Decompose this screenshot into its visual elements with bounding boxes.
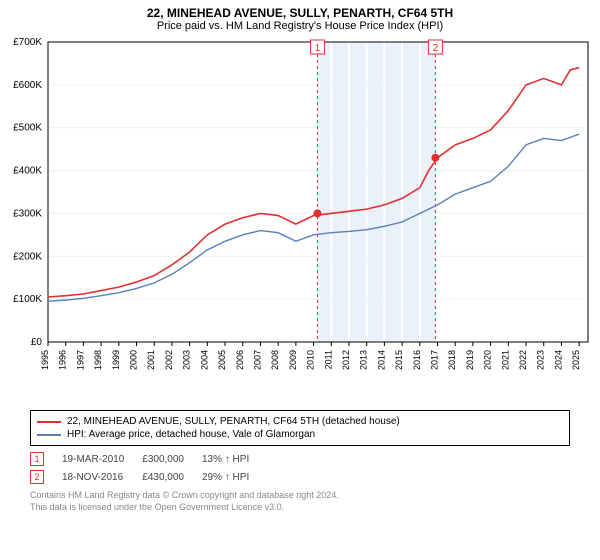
- marker-delta: 29% ↑ HPI: [202, 468, 267, 486]
- svg-text:2: 2: [433, 43, 439, 54]
- svg-text:2022: 2022: [518, 350, 528, 370]
- legend-label: 22, MINEHEAD AVENUE, SULLY, PENARTH, CF6…: [67, 416, 400, 427]
- price-chart: £0 £100K £200K £300K £400K £500K £600K £700K 199…: [0, 36, 600, 406]
- svg-text:1995: 1995: [40, 350, 50, 370]
- svg-text:2006: 2006: [235, 350, 245, 370]
- svg-text:2021: 2021: [500, 350, 510, 370]
- legend-row: HPI: Average price, detached house, Vale…: [37, 428, 563, 441]
- svg-text:£0: £0: [31, 337, 43, 348]
- svg-text:2012: 2012: [341, 350, 351, 370]
- footer-text: Contains HM Land Registry data © Crown c…: [30, 490, 570, 513]
- legend: 22, MINEHEAD AVENUE, SULLY, PENARTH, CF6…: [30, 410, 570, 446]
- svg-text:£100K: £100K: [13, 294, 42, 305]
- svg-text:2017: 2017: [430, 350, 440, 370]
- svg-text:2020: 2020: [483, 350, 493, 370]
- svg-text:2016: 2016: [412, 350, 422, 370]
- legend-row: 22, MINEHEAD AVENUE, SULLY, PENARTH, CF6…: [37, 415, 563, 428]
- svg-text:2025: 2025: [571, 350, 581, 370]
- marker-badge: 1: [30, 452, 44, 466]
- svg-text:2010: 2010: [306, 350, 316, 370]
- table-row: 2 18-NOV-2016 £430,000 29% ↑ HPI: [30, 468, 267, 486]
- svg-text:2024: 2024: [553, 350, 563, 370]
- marker-delta: 13% ↑ HPI: [202, 450, 267, 468]
- svg-text:2003: 2003: [182, 350, 192, 370]
- svg-text:1998: 1998: [93, 350, 103, 370]
- svg-text:£200K: £200K: [13, 251, 42, 262]
- svg-text:2023: 2023: [536, 350, 546, 370]
- marker-price: £430,000: [142, 468, 202, 486]
- svg-text:£600K: £600K: [13, 80, 42, 91]
- svg-text:1999: 1999: [111, 350, 121, 370]
- table-row: 1 19-MAR-2010 £300,000 13% ↑ HPI: [30, 450, 267, 468]
- svg-text:2019: 2019: [465, 350, 475, 370]
- svg-text:2011: 2011: [323, 350, 333, 369]
- svg-text:2007: 2007: [252, 350, 262, 370]
- transaction-table: 1 19-MAR-2010 £300,000 13% ↑ HPI 2 18-NO…: [30, 450, 267, 486]
- svg-text:1997: 1997: [75, 350, 85, 370]
- svg-text:2015: 2015: [394, 350, 404, 370]
- svg-text:2005: 2005: [217, 350, 227, 370]
- svg-text:2013: 2013: [359, 350, 369, 370]
- marker-date: 18-NOV-2016: [62, 468, 142, 486]
- svg-text:2000: 2000: [129, 350, 139, 370]
- marker-date: 19-MAR-2010: [62, 450, 142, 468]
- svg-text:£300K: £300K: [13, 208, 42, 219]
- svg-text:2004: 2004: [199, 350, 209, 370]
- svg-text:£700K: £700K: [13, 37, 42, 48]
- chart-title: 22, MINEHEAD AVENUE, SULLY, PENARTH, CF6…: [0, 0, 600, 20]
- svg-text:2008: 2008: [270, 350, 280, 370]
- svg-text:2018: 2018: [447, 350, 457, 370]
- marker-price: £300,000: [142, 450, 202, 468]
- marker-badge: 2: [30, 470, 44, 484]
- svg-text:£400K: £400K: [13, 166, 42, 177]
- chart-subtitle: Price paid vs. HM Land Registry's House …: [0, 20, 600, 36]
- svg-text:2014: 2014: [376, 350, 386, 370]
- legend-swatch: [37, 434, 61, 436]
- svg-text:2009: 2009: [288, 350, 298, 370]
- svg-text:1: 1: [315, 43, 321, 54]
- legend-label: HPI: Average price, detached house, Vale…: [67, 429, 315, 440]
- svg-text:£500K: £500K: [13, 123, 42, 134]
- svg-text:1996: 1996: [58, 350, 68, 370]
- legend-swatch: [37, 421, 61, 423]
- svg-text:2001: 2001: [146, 350, 156, 370]
- svg-text:2002: 2002: [164, 350, 174, 370]
